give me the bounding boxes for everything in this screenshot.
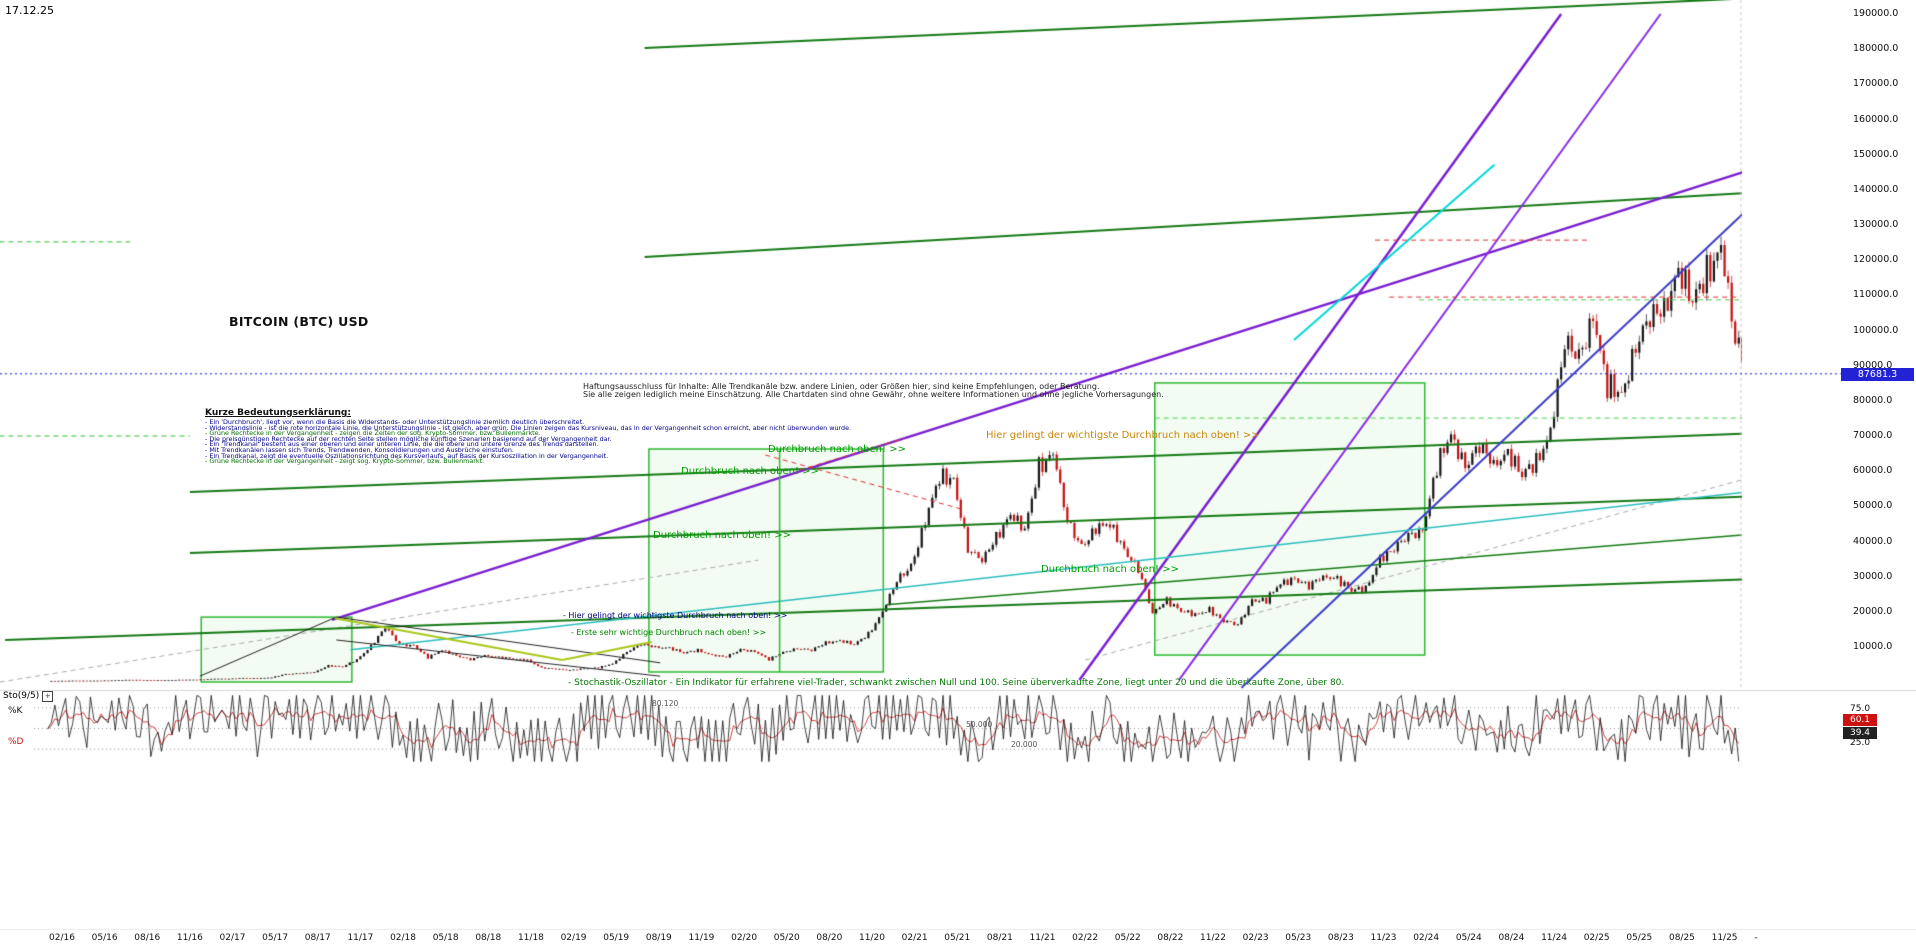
annotation-text: - Hier gelingt der wichtigste Durchbruch… xyxy=(563,611,788,620)
annotation-text: - Stochastik-Oszillator - Ein Indikator … xyxy=(568,678,1345,688)
time-axis-tick: 05/19 xyxy=(603,933,630,943)
time-axis-tick: 11/16 xyxy=(176,933,203,943)
indicator-settings-icon[interactable]: + xyxy=(42,691,54,702)
oscillator-level-label: 50.000 xyxy=(966,719,993,729)
time-axis-tick: 05/25 xyxy=(1626,933,1653,943)
annotation-text: Hier gelingt der wichtigste Durchbruch n… xyxy=(986,430,1260,441)
time-axis-tick: 02/18 xyxy=(390,933,416,943)
time-axis-tick: 11/25 xyxy=(1711,933,1738,943)
legend-lines: - Ein 'Durchbruch', liegt vor, wenn die … xyxy=(205,418,852,466)
time-axis-tick: 02/16 xyxy=(49,933,75,943)
price-axis-tick: 40000.0 xyxy=(1853,535,1893,547)
price-axis-tick: 130000.0 xyxy=(1853,219,1899,230)
time-axis-tick: 02/23 xyxy=(1242,933,1269,943)
legend-line: - Ein 'Trendkanal' besteht aus einer obe… xyxy=(205,440,599,449)
price-axis-tick: 150000.0 xyxy=(1853,148,1899,160)
annotation-text: Durchbruch nach oben! >> xyxy=(681,466,819,477)
legend-line: - Mit Trendkanälen lassen sich Trends, T… xyxy=(205,445,514,454)
price-axis-tick: 20000.0 xyxy=(1853,605,1893,617)
time-axis-tick: 05/21 xyxy=(944,933,971,943)
price-axis-tick: 100000.0 xyxy=(1853,324,1899,336)
time-axis-tick: 05/24 xyxy=(1455,933,1482,943)
price-axis-tick: 90000.0 xyxy=(1853,359,1893,371)
time-axis-tick: 08/16 xyxy=(134,933,161,943)
time-axis-tick: 02/19 xyxy=(560,933,587,943)
time-axis-tick: 08/25 xyxy=(1668,933,1695,943)
time-axis-tick: 02/22 xyxy=(1072,933,1099,943)
price-axis-tick: 120000.0 xyxy=(1853,254,1899,266)
legend-line: - Ein 'Durchbruch', liegt vor, wenn die … xyxy=(205,418,585,426)
legend-heading: Kurze Bedeutungserklärung: xyxy=(205,408,351,418)
time-axis-tick: 02/24 xyxy=(1413,933,1440,943)
oscillator-axis-high: 75.0 xyxy=(1850,704,1871,714)
chart-title: BITCOIN (BTC) USD xyxy=(229,314,369,329)
legend-line: - Grüne Rechtecke in der Vergangenheit -… xyxy=(205,457,485,466)
time-axis-tick: 02/17 xyxy=(219,933,246,943)
annotation-text: Durchbruch nach oben! >> xyxy=(768,444,906,455)
oscillator-k-label: %K xyxy=(8,706,23,716)
oscillator-d-value-badge: 60.1 xyxy=(1843,714,1877,726)
chart-date-label: 17.12.25 xyxy=(5,4,54,17)
time-axis-tick: 02/21 xyxy=(901,933,928,943)
time-axis-tick: 02/20 xyxy=(731,933,758,943)
time-axis-tick: 08/24 xyxy=(1498,933,1525,943)
time-axis-tick: 08/18 xyxy=(475,933,502,943)
oscillator-k-value-badge: 39.4 xyxy=(1843,727,1877,739)
time-axis-tick: 11/20 xyxy=(859,933,885,943)
price-axis-tick: 50000.0 xyxy=(1853,500,1893,512)
oscillator-name: Sto(9/5) + xyxy=(3,691,54,702)
price-axis-tick: 80000.0 xyxy=(1853,394,1893,406)
disclaimer-line-2: Sie alle zeigen lediglich meine Einschät… xyxy=(583,390,1164,399)
time-axis-tick: 08/23 xyxy=(1327,933,1354,943)
annotation-text: Durchbruch nach oben! >> xyxy=(1041,564,1179,575)
price-axis-tick: 30000.0 xyxy=(1853,570,1893,582)
time-axis-overflow: - xyxy=(1754,933,1758,943)
time-axis-tick: 05/20 xyxy=(773,933,800,943)
price-axis-tick: 140000.0 xyxy=(1853,183,1899,195)
time-axis-tick: 05/17 xyxy=(262,933,289,943)
time-axis-tick: 05/18 xyxy=(432,933,459,943)
time-axis-tick: 05/22 xyxy=(1114,933,1141,943)
legend-block: Kurze Bedeutungserklärung: - Ein 'Durchb… xyxy=(205,408,851,465)
time-axis-tick: 11/22 xyxy=(1200,933,1226,943)
oscillator-level-label: 80.120 xyxy=(652,698,679,708)
price-axis-tick: 170000.0 xyxy=(1853,78,1899,90)
oscillator-axis-low: 25.0 xyxy=(1850,738,1871,748)
time-axis-tick: 08/20 xyxy=(816,933,843,943)
time-axis-tick: 11/21 xyxy=(1029,933,1056,943)
price-axis-tick: 70000.0 xyxy=(1853,430,1893,441)
oscillator-level-label: 20.000 xyxy=(1011,740,1038,750)
time-axis-tick: 11/19 xyxy=(688,933,715,943)
annotation-text: - Erste sehr wichtige Durchbruch nach ob… xyxy=(571,628,767,637)
time-axis-tick: 08/17 xyxy=(304,933,331,943)
time-axis-tick: 11/18 xyxy=(517,933,544,943)
time-axis-tick: 02/25 xyxy=(1583,933,1610,943)
oscillator-d-label: %D xyxy=(8,737,24,747)
oscillator-label: Sto(9/5) xyxy=(3,691,40,701)
price-axis-tick: 60000.0 xyxy=(1853,465,1893,477)
price-axis-tick: 160000.0 xyxy=(1853,113,1899,125)
price-axis-tick: 110000.0 xyxy=(1853,289,1899,301)
price-axis-tick: 180000.0 xyxy=(1853,43,1899,55)
legend-line: - Grüne Rechtecke in der Vergangenheit -… xyxy=(205,429,541,438)
time-axis-tick: 08/21 xyxy=(986,933,1013,943)
current-price-badge: 87681.3 xyxy=(1841,368,1914,381)
time-axis-tick: 11/24 xyxy=(1541,933,1568,943)
time-axis-tick: 08/22 xyxy=(1157,933,1184,943)
time-axis-tick: 05/23 xyxy=(1285,933,1312,943)
time-axis-tick: 05/16 xyxy=(91,933,118,943)
disclaimer: Haftungsausschluss für Inhalte: Alle Tre… xyxy=(583,383,1164,399)
legend-line: - Ein Trendkanal, zeigt die eventuelle O… xyxy=(205,451,609,460)
time-axis-tick: 11/23 xyxy=(1370,933,1397,943)
legend-line: - Die preisgünstigen Rechtecke auf der r… xyxy=(205,434,612,443)
annotation-text: Durchbruch nach oben! >> xyxy=(653,530,791,541)
price-axis-tick: 190000.0 xyxy=(1853,8,1899,19)
time-axis-tick: 11/17 xyxy=(347,933,374,943)
legend-line: - Widerstandslinie - ist die rote horizo… xyxy=(205,423,852,432)
time-axis-tick: 08/19 xyxy=(645,933,672,943)
disclaimer-line-1: Haftungsausschluss für Inhalte: Alle Tre… xyxy=(583,382,1100,391)
price-axis-tick: 10000.0 xyxy=(1853,641,1893,652)
